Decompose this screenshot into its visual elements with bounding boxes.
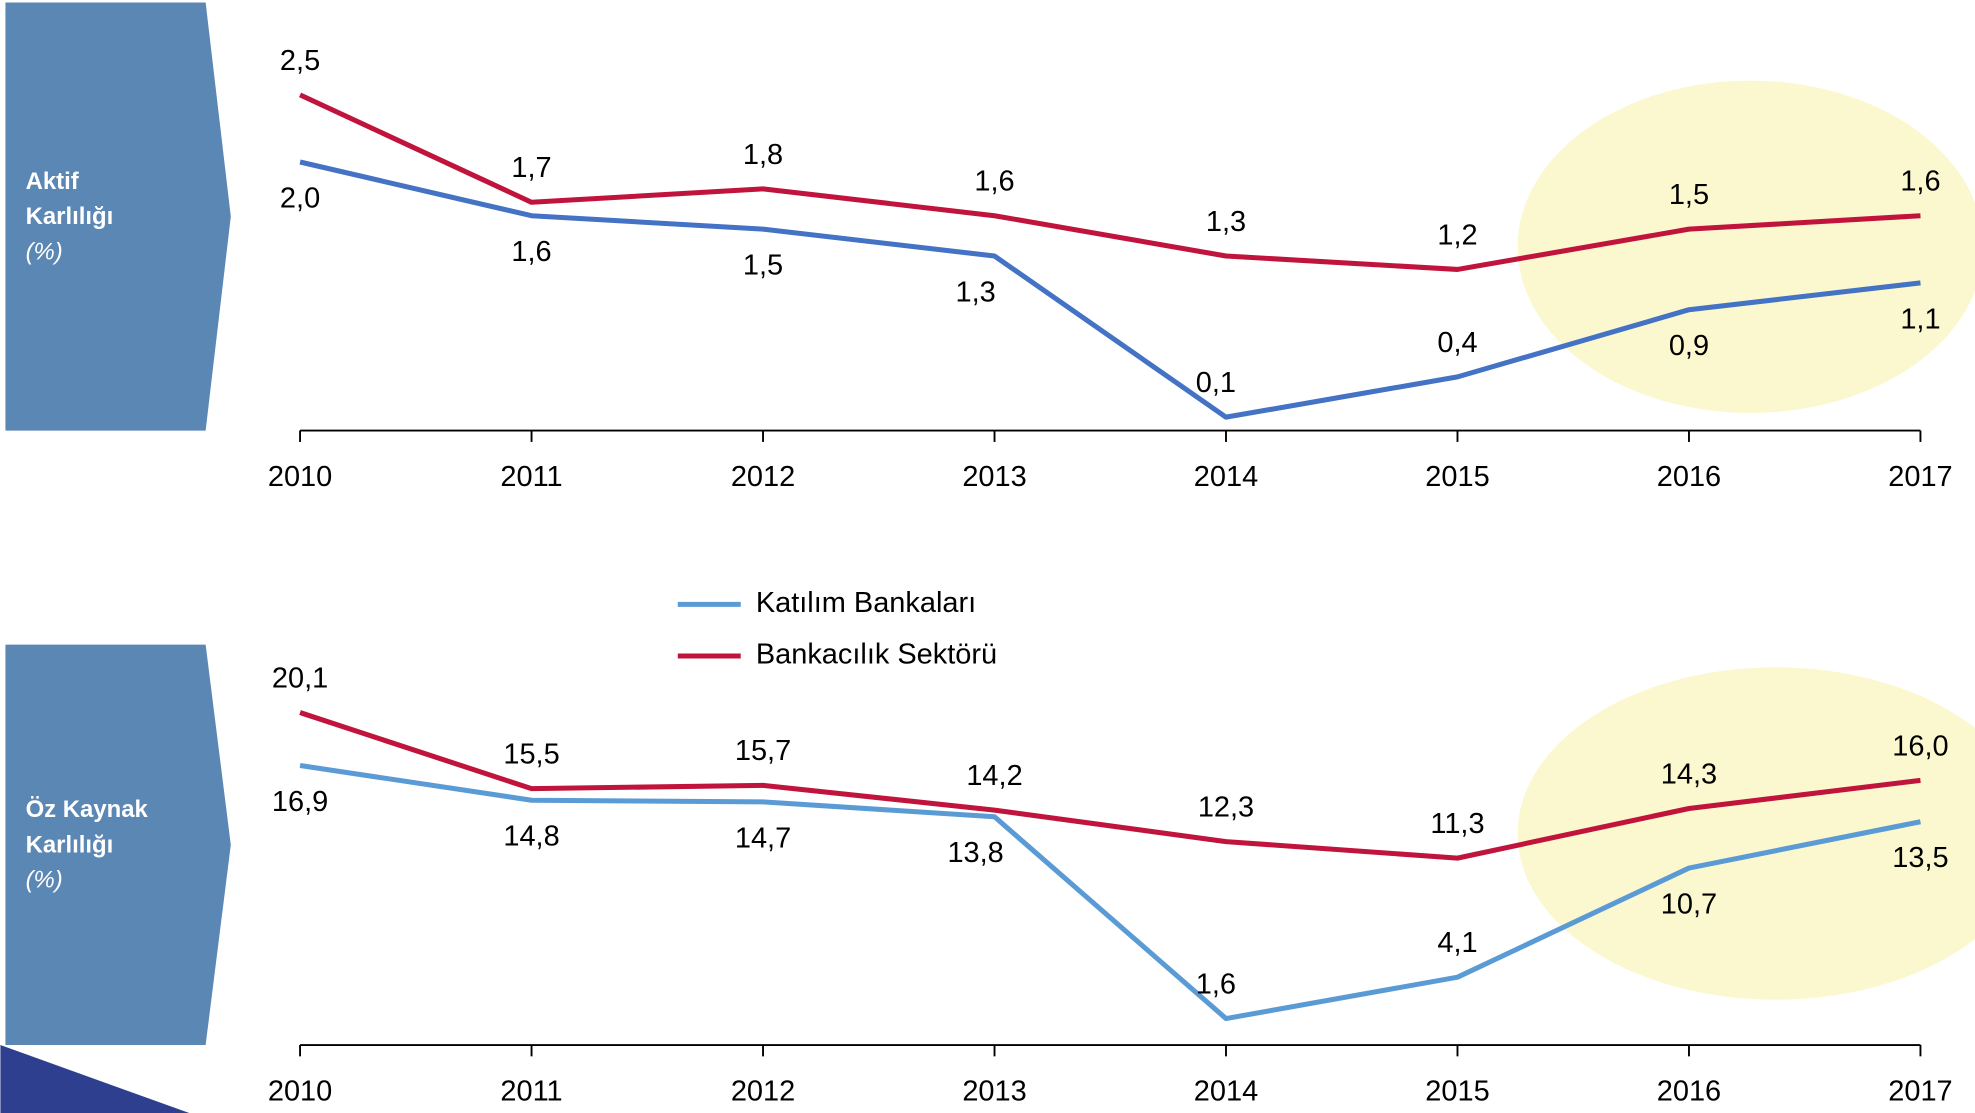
highlight: [1517, 667, 1975, 1000]
data-label: 14,8: [503, 821, 559, 853]
data-label: 13,5: [1892, 842, 1948, 874]
data-label: 1,1: [1900, 303, 1940, 335]
series-line: [298, 92, 1921, 272]
side-panel: [5, 644, 231, 1046]
x-tick-label: 2017: [1888, 1075, 1952, 1107]
data-label: 1,5: [1669, 179, 1709, 211]
data-label: 10,7: [1661, 888, 1717, 920]
data-label: 15,7: [735, 735, 791, 767]
panel-unit: (%): [26, 867, 63, 894]
panel-title: Karlılığı: [26, 831, 114, 858]
panel-title: Karlılığı: [26, 203, 114, 230]
x-tick-label: 2015: [1425, 461, 1489, 493]
panel-unit: (%): [26, 238, 63, 265]
x-tick-label: 2017: [1888, 461, 1952, 493]
highlight: [1517, 80, 1975, 413]
panel-title: Aktif: [26, 168, 79, 195]
data-label: 1,7: [511, 152, 551, 184]
data-label: 4,1: [1437, 927, 1477, 959]
data-label: 0,4: [1437, 327, 1477, 359]
x-tick-label: 2013: [962, 1075, 1026, 1107]
data-label: 1,6: [511, 236, 551, 268]
data-label: 2,5: [280, 45, 320, 77]
data-label: 1,5: [743, 250, 783, 282]
data-label: 1,8: [743, 139, 783, 171]
data-label: 0,9: [1669, 330, 1709, 362]
x-tick-label: 2016: [1657, 461, 1721, 493]
data-label: 16,0: [1892, 730, 1948, 762]
data-label: 16,9: [272, 786, 328, 818]
data-label: 2,0: [280, 182, 320, 214]
data-label: 20,1: [272, 662, 328, 694]
data-label: 1,2: [1437, 219, 1477, 251]
x-tick-label: 2014: [1194, 461, 1258, 493]
data-label: 1,6: [1900, 166, 1940, 198]
series-line: [299, 763, 1921, 1022]
data-label: 13,8: [947, 837, 1003, 869]
legend-label: Bankacılık Sektörü: [756, 639, 997, 671]
data-label: 12,3: [1198, 791, 1254, 823]
x-tick-label: 2011: [500, 461, 562, 493]
data-label: 14,2: [966, 760, 1022, 792]
x-tick-label: 2010: [268, 461, 332, 493]
series-line: [299, 159, 1921, 420]
x-tick-label: 2014: [1194, 1075, 1258, 1107]
data-label: 14,7: [735, 822, 791, 854]
series-line: [299, 710, 1921, 861]
corner-decoration: [0, 1045, 190, 1113]
data-label: 1,3: [1206, 206, 1246, 238]
x-tick-label: 2015: [1425, 1075, 1489, 1107]
data-label: 14,3: [1661, 758, 1717, 790]
side-panel: [5, 2, 231, 431]
data-label: 1,6: [1196, 968, 1236, 1000]
data-label: 1,6: [974, 166, 1014, 198]
panel-title: Öz Kaynak: [26, 796, 149, 823]
legend-label: Katılım Bankaları: [756, 587, 976, 619]
x-tick-label: 2016: [1657, 1075, 1721, 1107]
x-tick-label: 2012: [731, 461, 795, 493]
x-tick-label: 2010: [268, 1075, 332, 1107]
x-tick-label: 2011: [500, 1075, 562, 1107]
x-tick-label: 2012: [731, 1075, 795, 1107]
data-label: 15,5: [503, 739, 559, 771]
x-tick-label: 2013: [962, 461, 1026, 493]
data-label: 1,3: [956, 276, 996, 308]
data-label: 11,3: [1430, 808, 1484, 840]
data-label: 0,1: [1196, 367, 1236, 399]
